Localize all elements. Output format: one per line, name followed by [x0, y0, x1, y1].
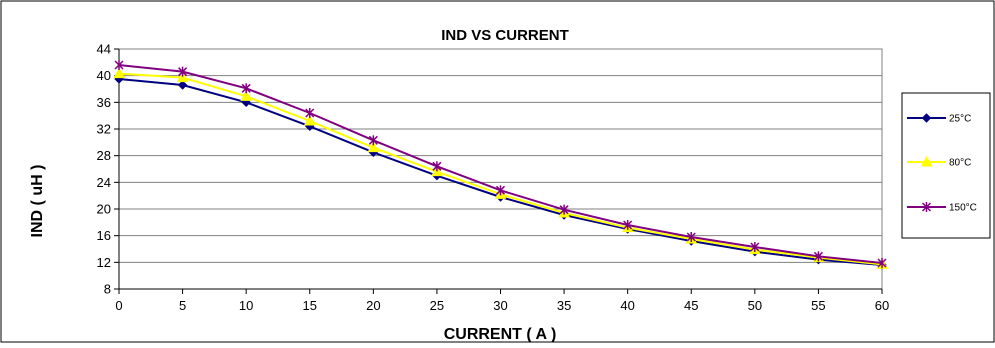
x-tick-label: 45	[684, 298, 698, 313]
data-point	[303, 114, 316, 126]
y-tick-label: 44	[97, 42, 111, 57]
data-point	[623, 220, 633, 230]
y-tick-label: 28	[97, 148, 111, 163]
x-tick-label: 60	[875, 298, 889, 313]
data-point	[241, 83, 251, 94]
x-axis-label: CURRENT ( A )	[444, 326, 557, 343]
x-tick-label: 20	[366, 298, 380, 313]
x-tick-label: 15	[303, 298, 317, 313]
y-tick-label: 12	[97, 255, 111, 270]
y-axis-ticks: 8 12 16 20 24 28 32 36 40 44	[97, 42, 119, 297]
legend-items: 25°C 80°C 150°C	[907, 113, 977, 214]
legend-label: 150°C	[949, 203, 977, 214]
data-point	[113, 67, 125, 79]
data-point	[750, 242, 760, 252]
data-point	[495, 185, 506, 196]
chart-legend: 25°C 80°C 150°C	[901, 92, 991, 239]
y-tick-label: 8	[104, 282, 111, 297]
legend-label: 80°C	[949, 158, 971, 169]
data-point	[368, 135, 378, 146]
x-tick-label: 35	[557, 298, 571, 313]
y-tick-label: 20	[97, 202, 111, 217]
data-point	[367, 141, 380, 153]
y-axis-label: IND ( uH )	[29, 165, 46, 238]
y-tick-label: 36	[97, 95, 111, 110]
legend-label: 25°C	[949, 114, 971, 125]
x-tick-label: 55	[811, 298, 825, 313]
y-tick-label: 16	[97, 228, 111, 243]
data-point	[240, 90, 253, 101]
data-point	[305, 108, 315, 118]
x-tick-label: 50	[748, 298, 762, 313]
legend-item: 25°C	[907, 113, 971, 125]
legend-item: 80°C	[907, 155, 971, 169]
x-tick-label: 5	[179, 298, 186, 313]
data-point	[877, 258, 887, 268]
data-point	[114, 60, 124, 70]
data-point	[177, 80, 188, 90]
x-tick-label: 40	[620, 298, 634, 313]
x-tick-label: 30	[493, 298, 507, 313]
chart-title: IND VS CURRENT	[441, 27, 569, 44]
data-point	[176, 71, 189, 83]
data-point	[686, 232, 696, 242]
x-tick-label: 10	[239, 298, 253, 313]
series-3	[114, 60, 887, 268]
y-tick-label: 24	[97, 175, 111, 190]
data-point	[559, 204, 569, 215]
legend-marker	[921, 202, 932, 212]
y-tick-label: 40	[97, 68, 111, 83]
data-point	[432, 161, 442, 172]
legend-box	[901, 92, 991, 239]
x-tick-label: 0	[115, 298, 122, 313]
gridlines	[119, 48, 882, 290]
legend-marker	[921, 113, 932, 123]
legend-item: 150°C	[907, 202, 977, 214]
y-tick-label: 32	[97, 122, 111, 137]
x-tick-label: 25	[430, 298, 444, 313]
series-lines	[113, 60, 888, 270]
legend-marker	[920, 155, 933, 167]
data-point	[813, 251, 823, 262]
x-axis-ticks: 0 5 10 15 20 25 30 35 40 45 50 55 60	[115, 49, 889, 313]
data-point	[178, 66, 188, 77]
